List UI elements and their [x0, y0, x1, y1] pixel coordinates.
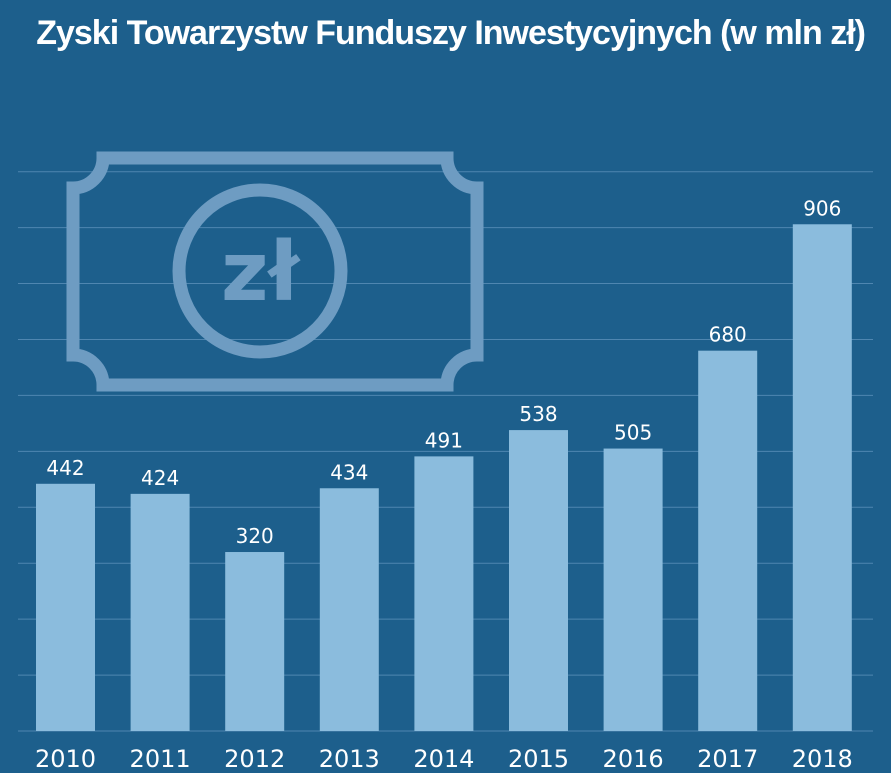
bar-2018 — [792, 224, 852, 731]
x-tick-label-2015: 2015 — [508, 745, 569, 773]
bar-2011 — [130, 493, 190, 731]
banknote-outline — [66, 151, 484, 392]
x-tick-label-2013: 2013 — [319, 745, 380, 773]
banknote-icon: zł — [66, 151, 484, 392]
value-labels: 442 424 320 434 491 538 505 680 906 — [46, 196, 841, 548]
bar-2016 — [603, 448, 663, 731]
bar-2010 — [36, 483, 95, 731]
value-label-2013: 434 — [330, 460, 368, 484]
x-tick-label-2012: 2012 — [224, 745, 285, 773]
bars — [36, 224, 852, 731]
value-label-2014: 491 — [425, 428, 463, 452]
banknote-coin-circle — [172, 183, 348, 359]
value-label-2010: 442 — [46, 456, 84, 480]
currency-symbol: zł — [221, 225, 301, 320]
bar-2014 — [414, 456, 474, 731]
chart-title: Zyski Towarzystw Funduszy Inwestycyjnych… — [36, 14, 866, 52]
value-label-2011: 424 — [141, 466, 179, 490]
bar-2017 — [698, 350, 758, 731]
bar-2013 — [319, 488, 379, 731]
x-tick-labels: 2010 2011 2012 2013 2014 2015 2016 2017 2018 — [35, 745, 853, 773]
x-tick-label-2011: 2011 — [130, 745, 191, 773]
x-tick-label-2018: 2018 — [792, 745, 853, 773]
value-label-2012: 320 — [236, 524, 274, 548]
value-label-2015: 538 — [519, 402, 557, 426]
value-label-2018: 906 — [803, 196, 841, 220]
x-tick-label-2016: 2016 — [603, 745, 664, 773]
x-tick-label-2017: 2017 — [697, 745, 758, 773]
bar-2012 — [225, 552, 285, 731]
bar-2015 — [509, 430, 568, 731]
x-tick-label-2010: 2010 — [35, 745, 96, 773]
value-label-2016: 505 — [614, 421, 652, 445]
x-tick-label-2014: 2014 — [413, 745, 474, 773]
value-label-2017: 680 — [709, 323, 747, 347]
